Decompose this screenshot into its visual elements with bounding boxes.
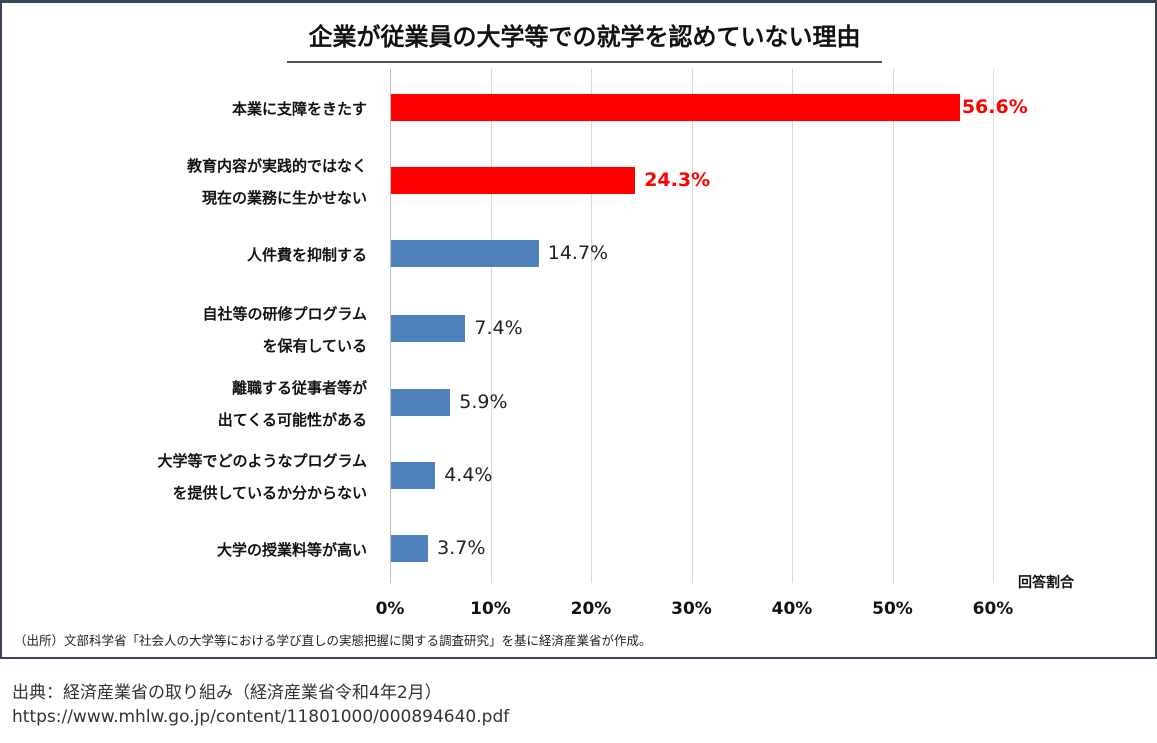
source-note: （出所）文部科学省「社会人の大学等における学び直しの実態把握に関する調査研究」を… [14,633,652,648]
category-label-line: を提供しているか分からない [172,484,367,502]
gridline [993,69,994,583]
bar [391,94,960,121]
gridline [591,69,592,583]
gridline [892,69,894,583]
bar [391,462,436,489]
value-label: 7.4% [474,317,523,339]
caption-url[interactable]: https://www.mhlw.go.jp/content/11801000/… [12,707,510,727]
category-label-line: 離職する従事者等が [231,379,367,397]
category-label-line: 大学等でどのようなプログラム [157,452,367,470]
bar [391,535,429,562]
category-label-line: を保有している [262,337,367,355]
x-tick-label: 30% [671,599,712,619]
category-label: 教育内容が実践的ではなく現在の業務に生かせない [0,150,367,214]
caption-source: 出典：経済産業省の取り組み（経済産業省令和4年2月） [12,683,442,703]
chart-title: 企業が従業員の大学等での就学を認めていない理由 [287,19,882,63]
value-label: 4.4% [444,464,493,486]
chart-frame: 企業が従業員の大学等での就学を認めていない理由 0% 10% 20% 30% 40% 50… [0,0,1157,659]
category-label-line: 教育内容が実践的ではなく [186,157,367,175]
bar [391,240,539,267]
category-label-line: 大学の授業料等が高い [216,541,367,559]
x-tick-label: 10% [470,599,511,619]
bar [391,389,451,416]
x-tick-label: 40% [771,599,813,619]
category-label: 離職する従事者等が出てくる可能性がある [0,372,367,436]
value-label: 56.6% [961,96,1028,118]
bar [391,167,636,194]
category-label: 自社等の研修プログラムを保有している [0,298,367,362]
value-label: 5.9% [459,391,508,413]
x-tick-label: 0% [375,599,405,619]
value-label: 24.3% [644,169,711,191]
x-tick-label: 60% [972,599,1014,619]
gridline [390,69,391,583]
category-label-line: 本業に支障をきたす [231,100,367,118]
category-label: 本業に支障をきたす [0,93,367,125]
category-label-line: 人件費を抑制する [246,246,367,264]
plot-area: 0% 10% 20% 30% 40% 50% 60% 本業に支障をきたす 56.6% 教育内容が実… [2,3,1155,657]
x-tick-label: 20% [570,599,612,619]
category-label: 人件費を抑制する [0,239,367,271]
bar [391,315,466,342]
gridline [792,69,793,583]
category-label: 大学等でどのようなプログラムを提供しているか分からない [0,445,367,509]
value-label: 14.7% [547,242,609,264]
category-label-line: 現在の業務に生かせない [201,189,367,207]
category-label-line: 出てくる可能性がある [217,411,367,429]
x-tick-label: 50% [872,599,913,619]
image-caption: 出典：経済産業省の取り組み（経済産業省令和4年2月） https://www.m… [12,681,509,729]
category-label-line: 自社等の研修プログラム [202,305,367,323]
x-axis-title: 回答割合 [1018,575,1074,591]
category-label: 大学の授業料等が高い [0,534,367,566]
value-label: 3.7% [437,537,486,559]
gridline [490,69,492,583]
gridline [691,69,693,583]
